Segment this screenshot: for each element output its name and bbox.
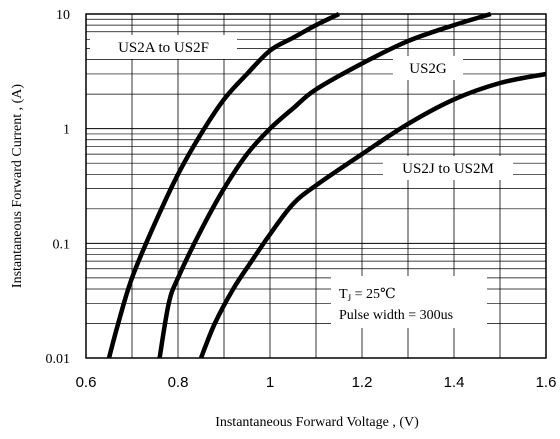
series-label-box bbox=[90, 35, 237, 59]
x-tick-labels: 0.6 0.8 1 1.2 1.4 1.6 bbox=[76, 374, 557, 391]
x-tick-label: 1 bbox=[266, 374, 274, 391]
x-tick-label: 1.2 bbox=[352, 374, 373, 391]
junction-temp-text: TJ = 25℃ bbox=[339, 287, 396, 303]
x-tick-label: 1.6 bbox=[536, 374, 557, 391]
series-label-1: US2A to US2F bbox=[118, 40, 209, 56]
series-label-2: US2G bbox=[409, 61, 447, 77]
y-tick-label: 10 bbox=[56, 8, 70, 23]
series-label-3: US2J to US2M bbox=[402, 161, 494, 177]
pulse-width-text: Pulse width = 300us bbox=[339, 308, 453, 323]
series-curves bbox=[106, 11, 547, 359]
x-tick-label: 0.6 bbox=[76, 374, 97, 391]
y-tick-label: 1 bbox=[63, 123, 70, 138]
annotation-box bbox=[331, 276, 487, 328]
series-label-box bbox=[383, 156, 513, 180]
x-axis-label: Instantaneous Forward Voltage , (V) bbox=[215, 415, 419, 430]
y-tick-label: 0.1 bbox=[53, 237, 71, 252]
x-tick-label: 0.8 bbox=[168, 374, 189, 391]
series-line-2 bbox=[157, 11, 492, 359]
y-tick-labels: 0.01 0.1 1 10 bbox=[46, 8, 71, 367]
series-labels: US2A to US2F US2G US2J to US2M bbox=[90, 35, 513, 180]
plot-frame bbox=[85, 13, 547, 359]
series-line-3 bbox=[198, 71, 547, 359]
series-label-box bbox=[393, 56, 463, 80]
series-line-1 bbox=[106, 11, 341, 359]
y-tick-label: 0.01 bbox=[46, 352, 71, 367]
grid-lines bbox=[86, 14, 546, 358]
conditions-annotation: TJ = 25℃ Pulse width = 300us bbox=[331, 276, 487, 328]
y-axis-label: Instantaneous Forward Current , (A) bbox=[10, 84, 25, 288]
x-tick-label: 1.4 bbox=[444, 374, 465, 391]
